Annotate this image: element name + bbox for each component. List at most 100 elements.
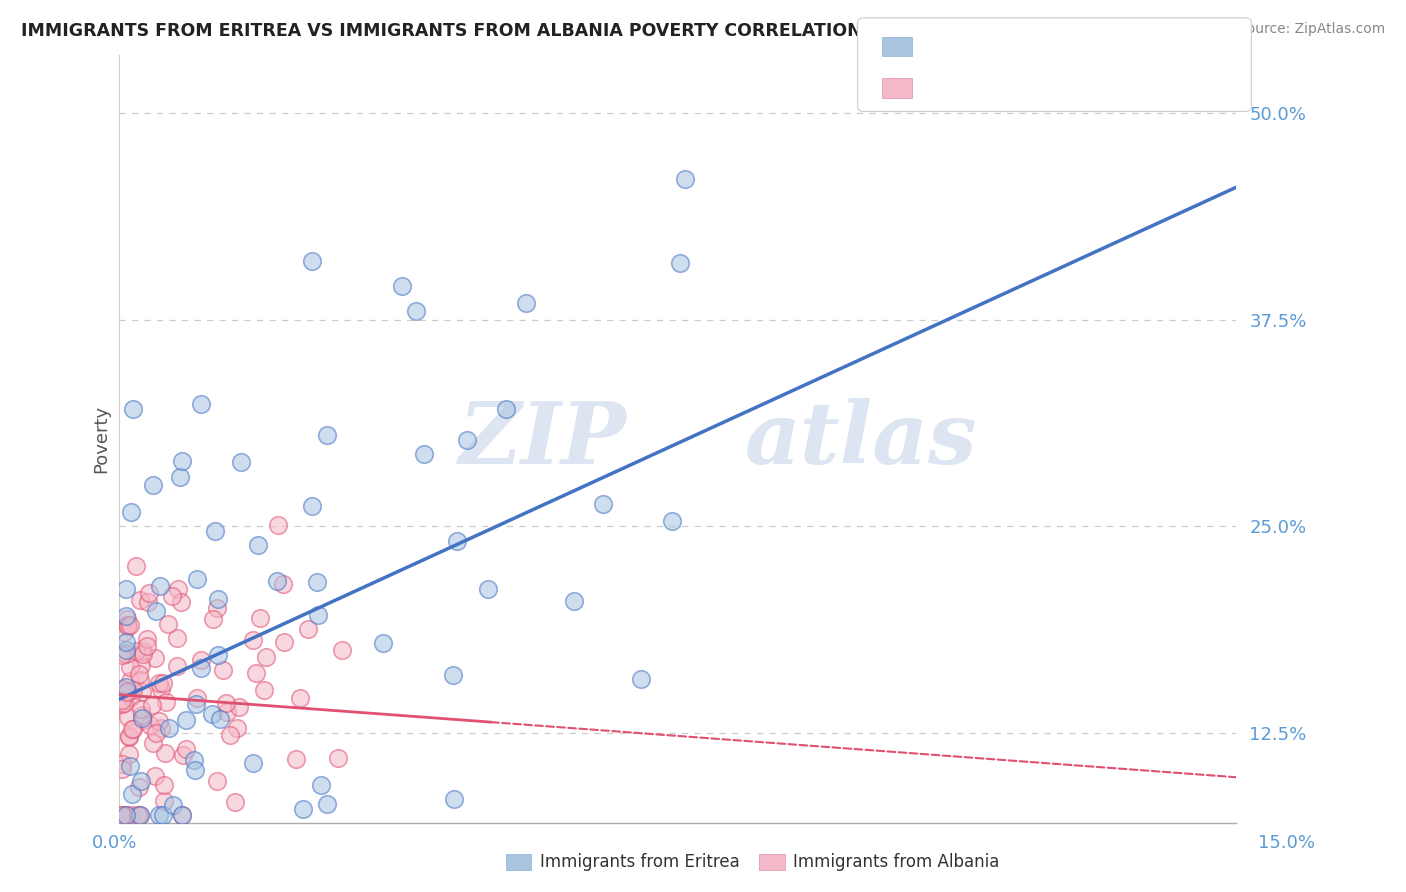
Point [148, 808, 170, 822]
Point [212, 663, 235, 677]
Point [111, 808, 134, 822]
Point [446, 533, 468, 548]
Point [118, 758, 141, 772]
Text: 15.0%: 15.0% [1257, 834, 1315, 852]
Point [115, 582, 138, 596]
Point [207, 592, 229, 607]
Point [231, 455, 253, 469]
Text: Immigrants from Albania: Immigrants from Albania [793, 853, 1000, 871]
Point [373, 635, 395, 649]
Point [149, 579, 172, 593]
Point [115, 683, 138, 698]
Point [117, 619, 139, 633]
Point [115, 808, 138, 822]
Point [138, 586, 160, 600]
Point [156, 617, 179, 632]
Point [121, 787, 143, 801]
Point [129, 592, 152, 607]
Point [122, 722, 145, 736]
Point [288, 691, 311, 706]
Point [253, 683, 276, 698]
Point [131, 702, 153, 716]
Point [111, 697, 134, 711]
Point [477, 582, 499, 596]
Point [111, 648, 134, 663]
Point [131, 774, 153, 789]
Point [121, 683, 143, 698]
Point [111, 762, 134, 776]
Point [115, 808, 138, 822]
Point [170, 808, 193, 822]
Point [443, 791, 465, 805]
Point [142, 478, 165, 492]
Point [673, 172, 696, 186]
Point [305, 575, 328, 590]
Point [495, 402, 517, 417]
Point [152, 676, 174, 690]
Point [115, 635, 138, 649]
Point [149, 722, 172, 736]
Point [125, 644, 148, 658]
Point [271, 577, 294, 591]
Point [115, 612, 138, 626]
Point [131, 684, 153, 698]
Point [316, 797, 339, 811]
Point [190, 661, 212, 675]
Point [118, 673, 141, 688]
Point [297, 622, 319, 636]
Text: R = -0.063    N = 98: R = -0.063 N = 98 [921, 79, 1139, 97]
Point [273, 635, 295, 649]
Point [117, 729, 139, 743]
Point [112, 646, 135, 660]
Point [120, 505, 142, 519]
Point [184, 763, 207, 777]
Point [201, 612, 224, 626]
Point [162, 797, 184, 812]
Point [326, 751, 349, 765]
Point [247, 538, 270, 552]
Point [190, 397, 212, 411]
Point [316, 428, 339, 442]
Point [128, 808, 150, 822]
Point [115, 643, 138, 657]
Point [205, 601, 228, 615]
Point [120, 690, 142, 704]
Point [112, 696, 135, 710]
Point [145, 726, 167, 740]
Point [186, 572, 208, 586]
Point [301, 254, 323, 268]
Point [131, 707, 153, 722]
Point [183, 753, 205, 767]
Point [138, 595, 160, 609]
Point [114, 647, 136, 661]
Point [167, 582, 190, 596]
Point [172, 454, 194, 468]
Point [122, 401, 145, 416]
Point [166, 631, 188, 645]
Point [166, 659, 188, 673]
Point [205, 773, 228, 788]
Point [669, 256, 692, 270]
Point [121, 722, 143, 736]
Point [121, 808, 143, 822]
Point [115, 680, 138, 694]
Point [245, 666, 267, 681]
Point [155, 695, 177, 709]
Point [115, 609, 138, 624]
Point [145, 604, 167, 618]
Point [215, 705, 238, 719]
Point [128, 666, 150, 681]
Point [148, 676, 170, 690]
Point [190, 653, 212, 667]
Point [630, 673, 652, 687]
Point [172, 808, 194, 822]
Point [307, 608, 329, 623]
Point [284, 752, 307, 766]
Text: IMMIGRANTS FROM ERITREA VS IMMIGRANTS FROM ALBANIA POVERTY CORRELATION CHART: IMMIGRANTS FROM ERITREA VS IMMIGRANTS FR… [21, 22, 934, 40]
Point [412, 447, 434, 461]
Point [266, 574, 288, 588]
Y-axis label: Poverty: Poverty [93, 405, 110, 474]
Point [111, 808, 134, 822]
Point [267, 518, 290, 533]
Point [139, 717, 162, 731]
